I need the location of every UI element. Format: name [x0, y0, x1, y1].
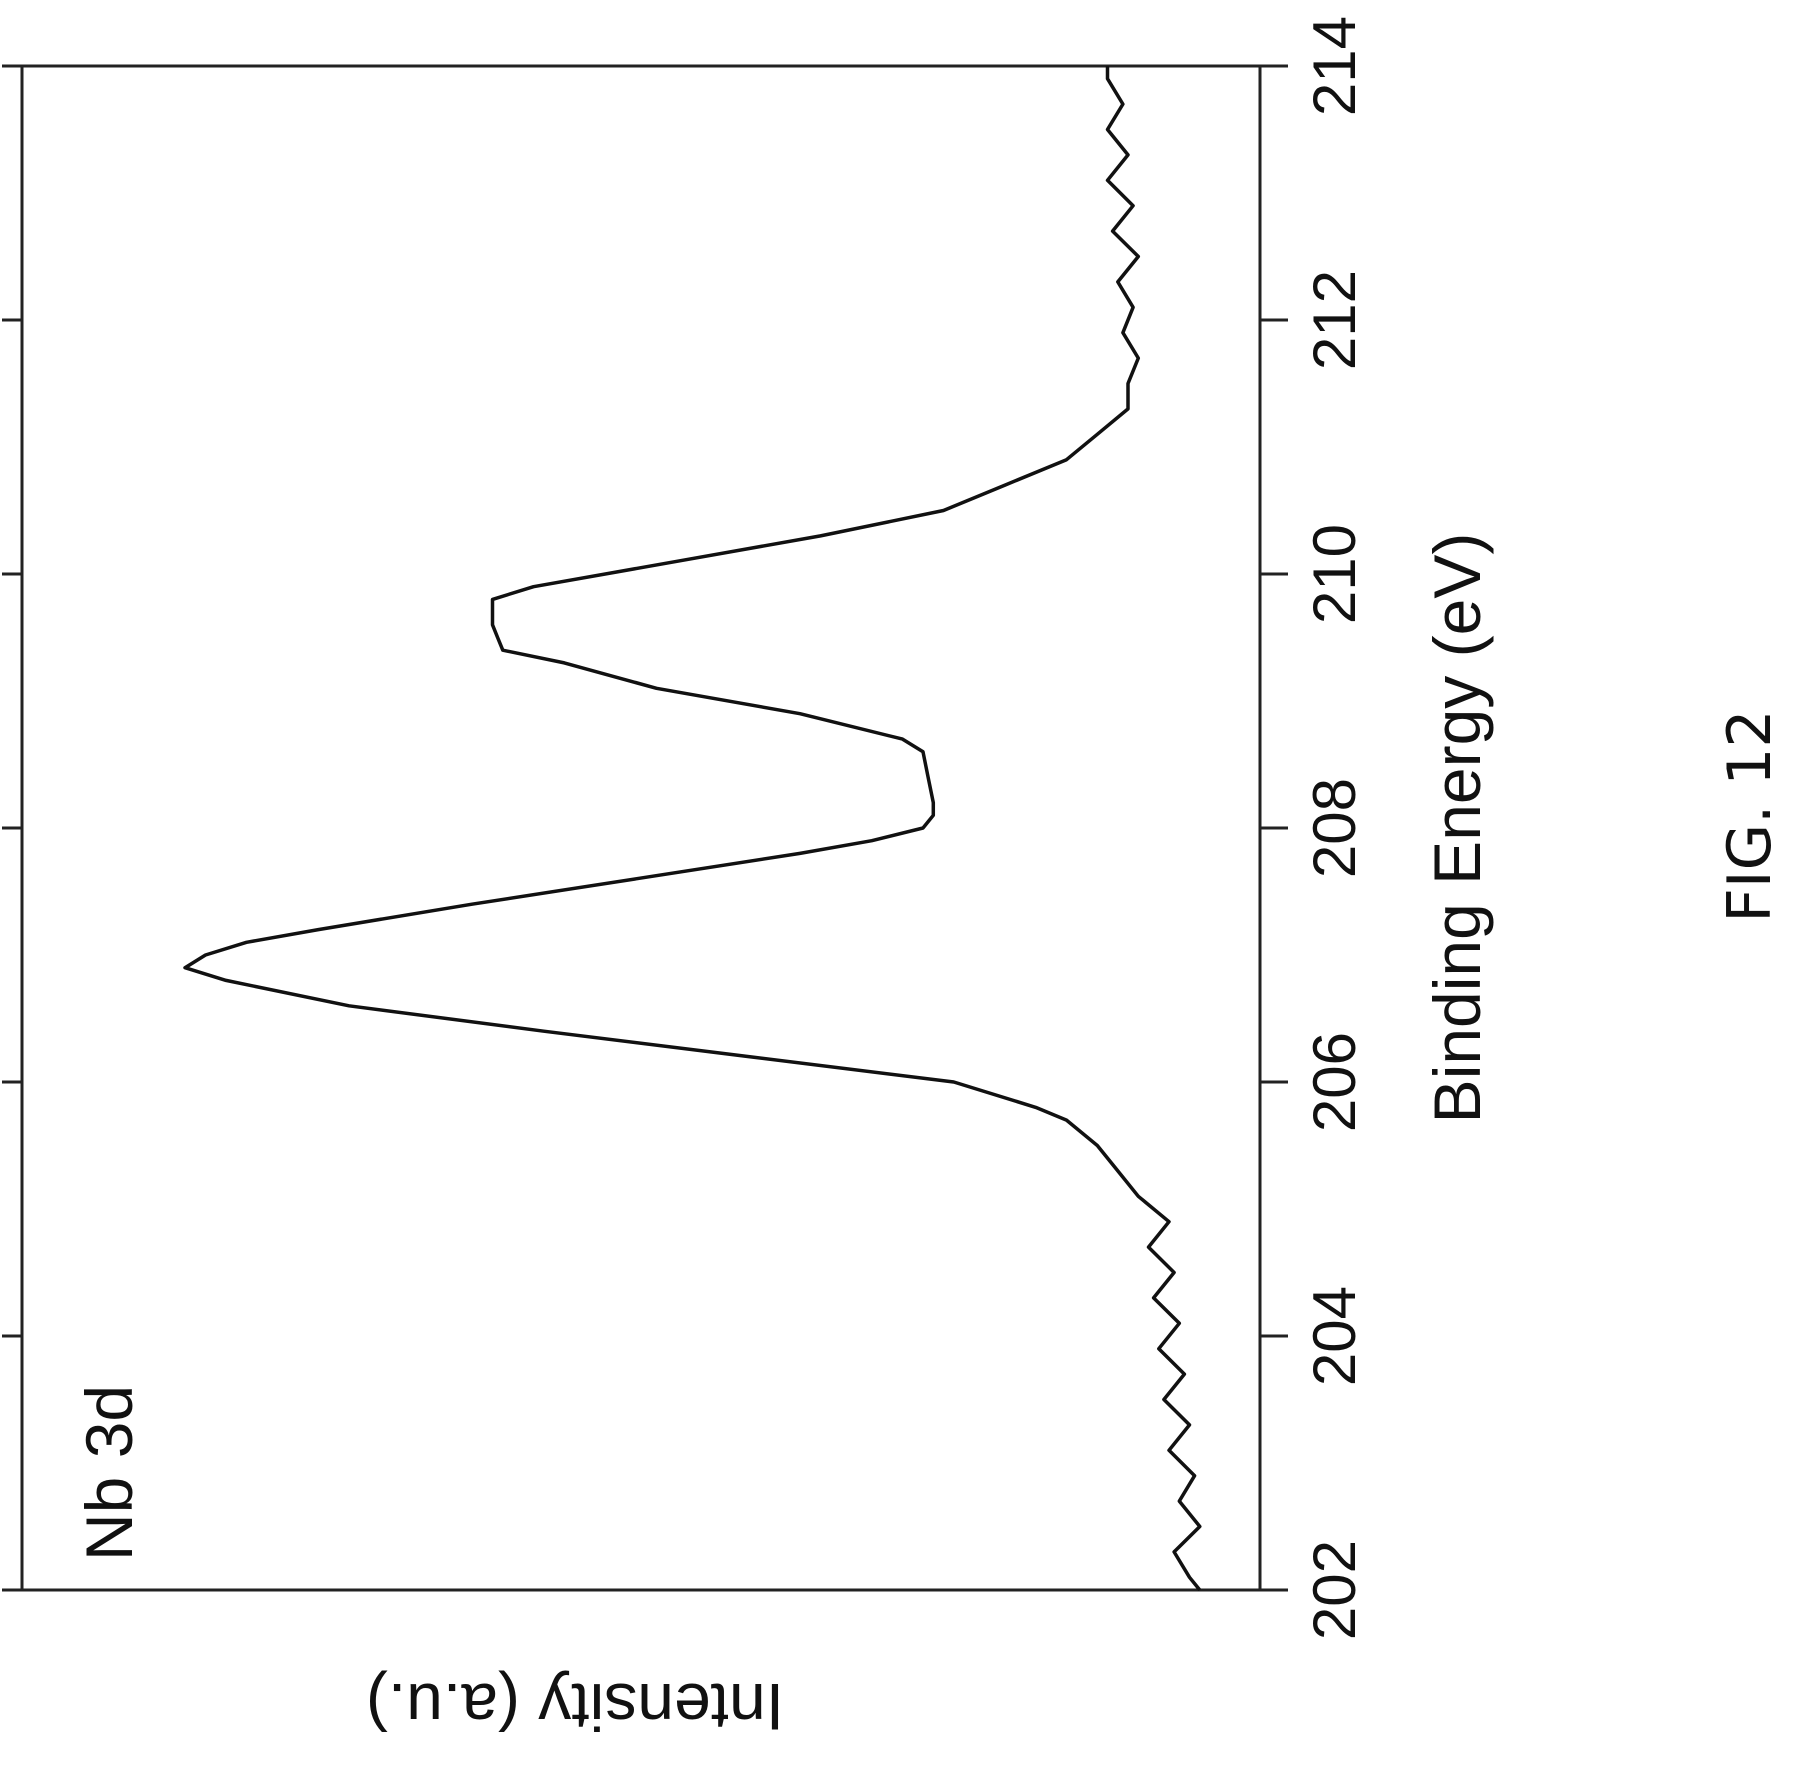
x-axis-ticks: [2, 64, 1288, 1592]
plot-frame: [20, 64, 1262, 1592]
x-tick-label: 212: [1301, 270, 1368, 370]
x-tick-label: 202: [1301, 1540, 1368, 1640]
spectrum-line: [183, 66, 1202, 1592]
x-tick-label: 206: [1301, 1032, 1368, 1132]
y-axis-label: Intensity (a.u.): [366, 1670, 784, 1744]
annotation-nb3d: Nb 3d: [72, 1385, 146, 1561]
x-tick-label: 210: [1301, 524, 1368, 624]
x-axis-tick-labels: 202 204 206 208 210 212 214: [1301, 16, 1368, 1640]
figure-label: FIG. 12: [1715, 709, 1785, 922]
x-tick-label: 208: [1301, 778, 1368, 878]
x-tick-label: 204: [1301, 1286, 1368, 1386]
x-axis-label: Binding Energy (eV): [1420, 533, 1494, 1124]
x-tick-label: 214: [1301, 16, 1368, 116]
